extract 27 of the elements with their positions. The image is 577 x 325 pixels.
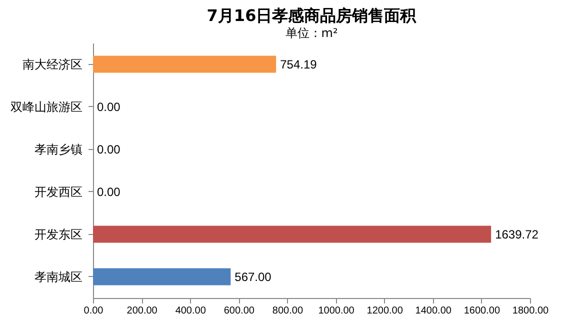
bar	[93, 226, 492, 243]
data-label: 0.00	[97, 142, 121, 156]
data-label: 0.00	[97, 184, 121, 199]
y-tick-label: 孝南城区	[34, 270, 82, 284]
x-tick-label: 200.00	[126, 306, 158, 316]
bar	[93, 56, 276, 73]
y-tick-label: 孝南乡镇	[34, 142, 82, 156]
x-tick-label: 1600.00	[464, 306, 500, 316]
bar	[93, 268, 231, 286]
x-tick-label: 1200.00	[366, 306, 404, 316]
data-label: 754.19	[280, 57, 318, 72]
x-tick-label: 600.00	[224, 306, 255, 316]
y-tick-label: 开发西区	[34, 184, 82, 199]
x-tick-label: 400.00	[175, 306, 206, 316]
text: 单位：m²	[285, 26, 338, 40]
x-tick-label: 1800.00	[512, 306, 550, 316]
x-tick-label: 0.00	[84, 306, 104, 316]
data-label: 0.00	[97, 100, 121, 114]
data-label: 567.00	[234, 270, 272, 284]
data-label: 1639.72	[495, 227, 539, 242]
x-tick-label: 1400.00	[415, 306, 452, 316]
y-tick-label: 开发东区	[34, 227, 82, 242]
y-tick-label: 双峰山旅游区	[10, 100, 82, 114]
x-tick-label: 800.00	[272, 306, 304, 316]
x-tick-label: 1000.00	[318, 306, 355, 316]
chart-title: 7月16日孝感商品房销售面积	[206, 6, 418, 25]
y-tick-label: 南大经济区	[22, 57, 82, 72]
